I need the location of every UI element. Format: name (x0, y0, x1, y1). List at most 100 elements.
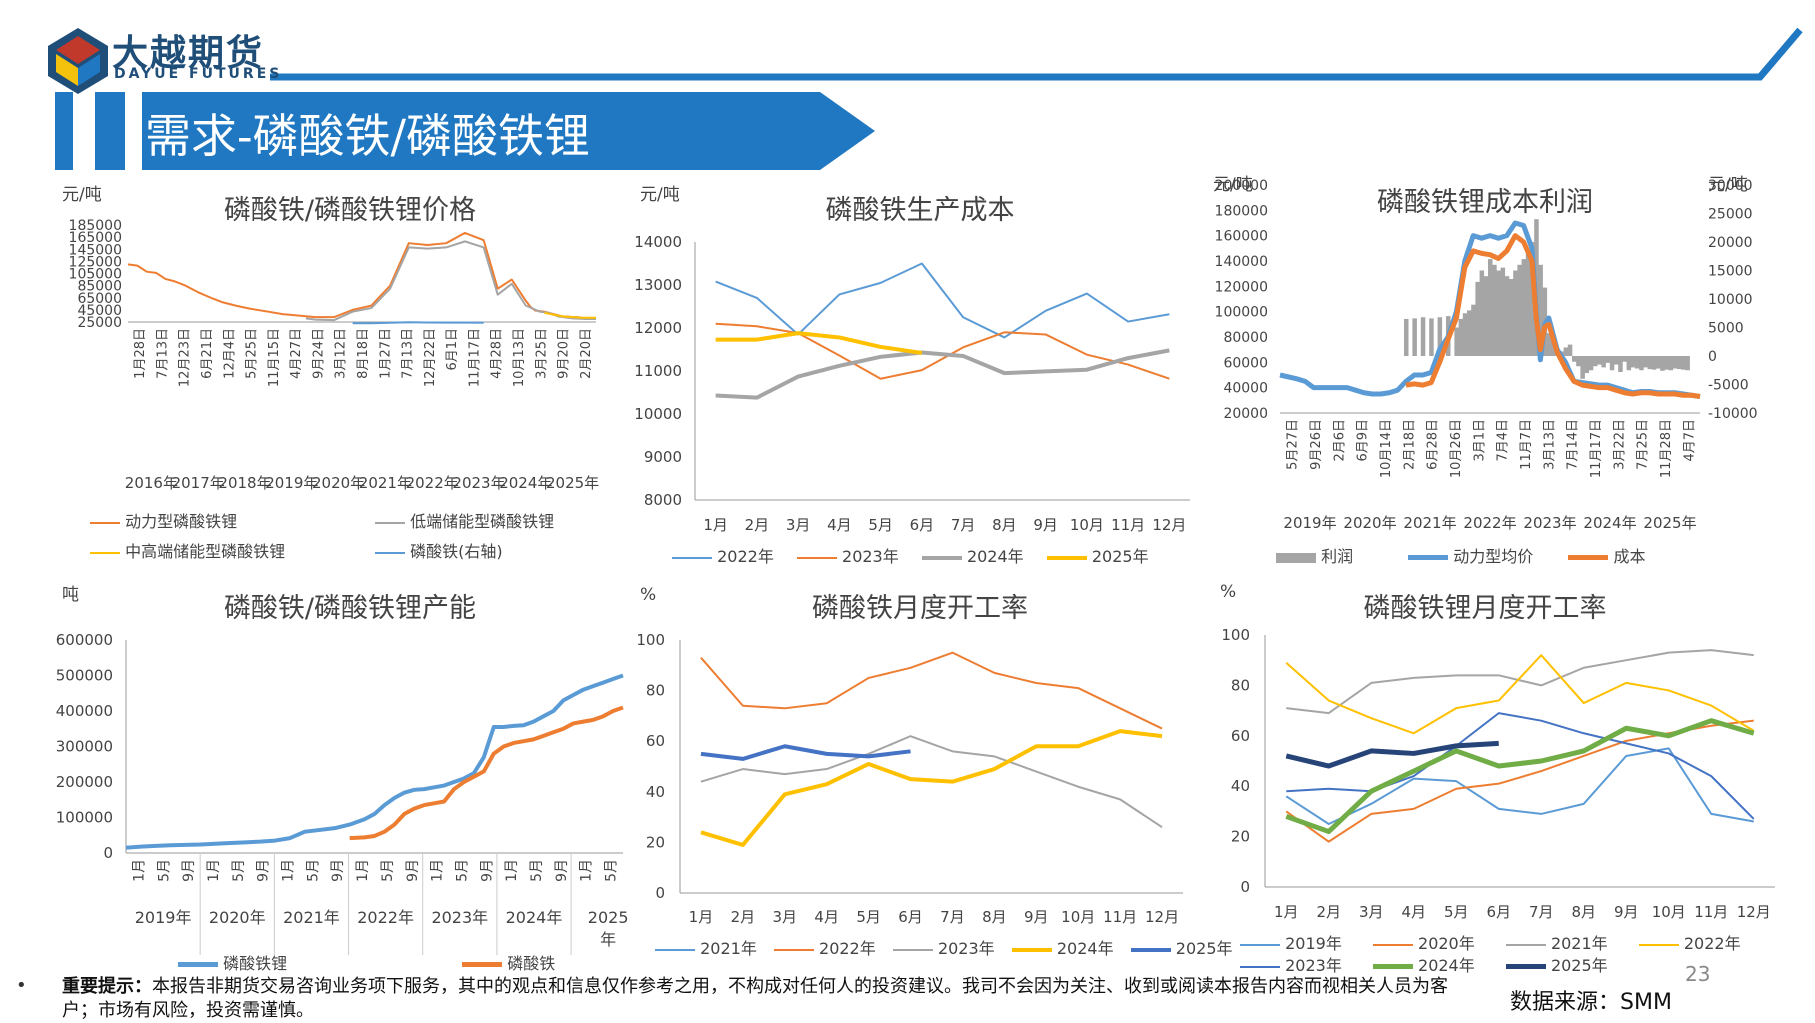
c4-y-tick: 100000 (56, 809, 113, 827)
c4-y-tick: 400000 (56, 702, 113, 720)
c4-y-tick: 600000 (56, 631, 113, 649)
c4-x-tick: 9月 (554, 859, 570, 882)
c1-legend-item: 中高端储能型磷酸铁锂 (125, 542, 286, 561)
c6-series-line (1286, 712, 1755, 820)
c1-x-tick: 9月24日 (311, 328, 326, 379)
c3-profit-bar (1488, 259, 1493, 356)
c1-x-tick: 3月12日 (334, 328, 349, 379)
c4-series-line (349, 705, 624, 841)
c4-x-tick: 1月 (206, 859, 222, 882)
c3-year-label: 2022年 (1463, 514, 1516, 532)
c1-legend-item: 磷酸铁(右轴) (410, 542, 503, 561)
c3-y-tick-left: 160000 (1215, 229, 1268, 245)
c4-y-tick: 300000 (56, 738, 113, 756)
c6-legend-item: 2025年 (1550, 956, 1608, 975)
c5-x-tick: 1月 (689, 908, 714, 926)
c5-legend-item: 2023年 (937, 939, 995, 958)
c3-y-tick-left: 200000 (1215, 178, 1268, 194)
c3-x-tick: 11月7日 (1519, 419, 1534, 470)
c2-x-tick: 4月 (827, 516, 852, 534)
c3-y-tick-right: 0 (1708, 349, 1717, 365)
c6-legend-item: 2021年 (1550, 934, 1608, 953)
c4-year-label: 2021年 (283, 908, 340, 927)
title-bar-accent (95, 92, 125, 170)
c1-y-tick: 165000 (69, 230, 122, 246)
c3-legend: 利润 动力型均价 成本 (1276, 543, 1796, 567)
c6-y-tick: 80 (1231, 676, 1250, 694)
c5-x-tick: 8月 (982, 908, 1007, 926)
c5-x-tick: 4月 (814, 908, 839, 926)
c4-year-label: 年 (600, 930, 616, 949)
c4-legend-item: 磷酸铁锂 (223, 954, 288, 973)
c3-x-tick: 3月22日 (1612, 419, 1627, 470)
c6-plot: 100 80 60 40 20 0 1月 2月 3月 4月 5月 6月 7月 8月 9月 10月 11月 12月 (1221, 626, 1775, 921)
c1-x-tick: 4月27日 (289, 328, 304, 379)
c3-y-tick-left: 80000 (1223, 330, 1268, 346)
c3-profit-bar (1584, 356, 1590, 374)
c6-x-tick: 9月 (1614, 903, 1639, 921)
c6-series-line (1285, 719, 1754, 843)
c1-y-tick: 125000 (69, 254, 122, 270)
c2-unit: 元/吨 (640, 185, 680, 205)
c1-year-label: 2016年 (125, 474, 178, 492)
c3-year-label: 2019年 (1283, 514, 1336, 532)
c3-x-tick: 11月17日 (1589, 419, 1604, 478)
c2-legend-item: 2023年 (842, 547, 899, 566)
c3-x-tick: 11月28日 (1659, 419, 1674, 478)
c4-x-tick: 1月 (281, 859, 297, 882)
c4-year-label: 2022年 (357, 908, 414, 927)
c2-y-tick: 13000 (634, 276, 682, 294)
c1-x-tick: 11月15日 (267, 328, 282, 387)
c1-x-tick: 2月20日 (579, 328, 594, 379)
c3-profit-bar (1525, 253, 1531, 356)
c3-profit-bar (1437, 317, 1443, 356)
c3-profit-bar (1605, 356, 1611, 363)
c3-y-tick-right: 20000 (1708, 235, 1753, 251)
c2-x-tick: 5月 (868, 516, 893, 534)
c3-profit-bar (1513, 270, 1518, 356)
c3-x-tick: 7月14日 (1566, 419, 1581, 470)
c6-x-tick: 8月 (1571, 903, 1596, 921)
c3-profit-bar (1504, 276, 1510, 356)
c4-x-tick: 1月 (131, 859, 147, 882)
c2-y-tick: 11000 (634, 362, 682, 380)
c5-unit: % (640, 585, 657, 605)
c1-y-tick: 105000 (69, 267, 122, 283)
c1-year-label: 2022年 (406, 474, 459, 492)
c3-profit-bar (1626, 356, 1632, 371)
c6-x-tick: 1月 (1274, 903, 1299, 921)
c4-series-line (125, 673, 624, 850)
c3-profit-bar (1492, 264, 1497, 356)
c5-legend-item: 2021年 (700, 939, 757, 958)
c3-y-tick-left: 180000 (1215, 203, 1268, 219)
c2-legend-item: 2022年 (717, 547, 774, 566)
c3-x-tick: 3月13日 (1542, 419, 1557, 470)
c3-plot: 2000001800001600001400001200001000008000… (1215, 178, 1758, 532)
c2-plot: 14000 13000 12000 11000 10000 9000 8000 1月 2月 3月 4… (634, 233, 1190, 534)
c4-title: 磷酸铁/磷酸铁锂产能 (223, 593, 477, 624)
c3-profit-bar (1467, 310, 1472, 356)
c4-year-label: 2020年 (209, 908, 266, 927)
c1-x-tick: 1月27日 (378, 328, 393, 379)
c3-profit-bar (1517, 264, 1522, 356)
c3-profit-bar (1483, 276, 1489, 356)
c3-x-tick: 7月4日 (1496, 419, 1511, 462)
c2-x-tick: 9月 (1033, 516, 1058, 534)
c1-x-tick: 12月22日 (423, 328, 438, 387)
logo-text: 大越期货 (112, 33, 265, 74)
c1-plot: 1850001650001450001250001050008500065000… (69, 218, 600, 492)
c2-x-tick: 6月 (910, 516, 935, 534)
c6-series-line (1285, 718, 1755, 835)
c3-x-tick: 5月27日 (1286, 419, 1301, 470)
c6-y-tick: 20 (1231, 828, 1250, 846)
c3-profit-bar (1651, 356, 1657, 370)
c4-plot: 600000 500000 400000 300000 200000 100000 0 1月 5… (56, 631, 629, 955)
c3-profit-bar (1530, 242, 1535, 356)
c3-profit-bar (1496, 270, 1501, 356)
c1-year-label: 2024年 (499, 474, 552, 492)
c6-x-tick: 2月 (1316, 903, 1341, 921)
c3-profit-bar (1660, 356, 1665, 371)
c3-profit-bar (1572, 356, 1577, 362)
c1-year-label: 2023年 (452, 474, 505, 492)
c5-x-tick: 3月 (773, 908, 798, 926)
